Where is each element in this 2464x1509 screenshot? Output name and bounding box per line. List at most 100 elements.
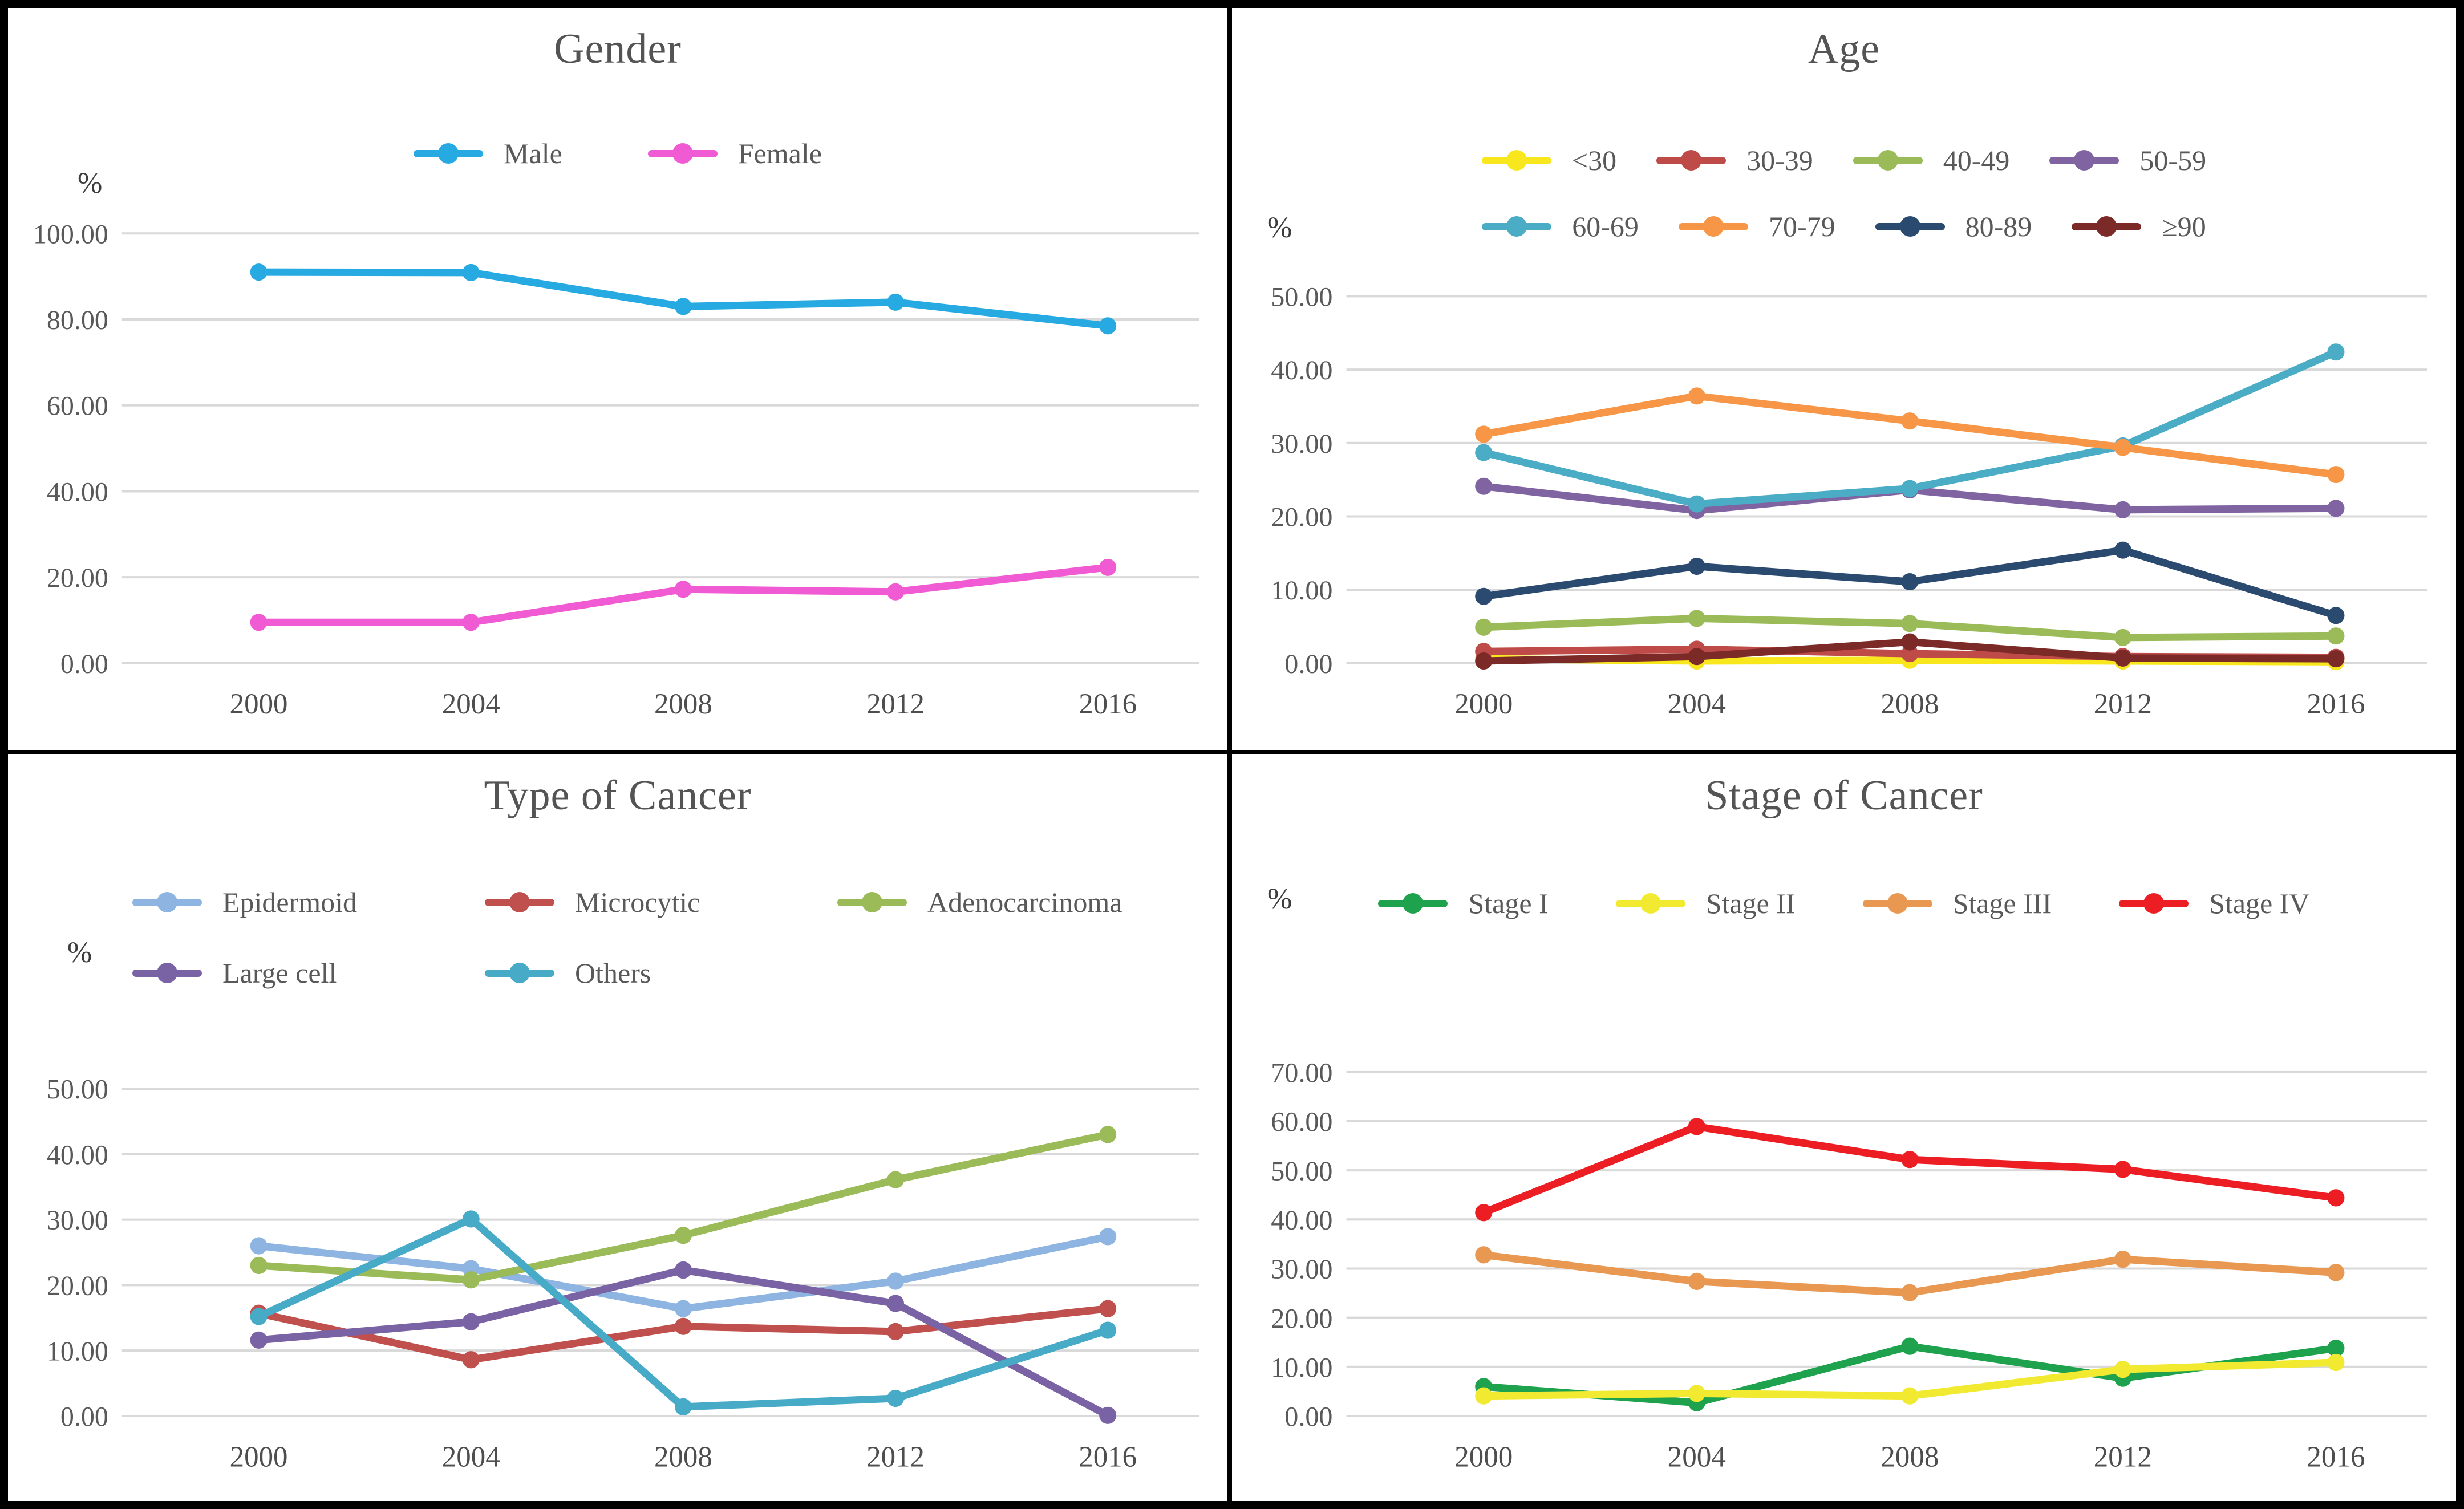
stage-of-cancer-plot-canvas: 0.00 10.00 20.00 30.00 40.00 50.00 60.00 70.00 2… <box>1271 1058 2427 1474</box>
legend-label: 70-79 <box>1768 210 1835 242</box>
data-point-marker <box>462 1313 480 1330</box>
stage-of-cancer-percent-axis-label: % <box>1267 883 1292 915</box>
data-point-marker <box>1901 1387 1919 1405</box>
legend-line-marker-icon <box>647 143 718 164</box>
x-axis-tick-label: 2016 <box>1079 688 1137 720</box>
y-axis-tick-label: 0.00 <box>1284 649 1332 679</box>
legend-item-50-59: 50-59 <box>2049 144 2206 177</box>
age-legend: <30 30-39 40-49 50-59 60-69 70-79 80-89 ≥90 <box>1232 144 2456 276</box>
data-point-marker <box>2327 1189 2345 1207</box>
y-axis-tick-label: 20.00 <box>47 563 108 593</box>
data-point-marker <box>887 1272 905 1290</box>
data-point-marker <box>2327 1264 2345 1281</box>
data-point-marker <box>1475 444 1493 461</box>
gender-chart-title: Gender <box>554 26 682 72</box>
y-axis-tick-label: 50.00 <box>47 1074 108 1105</box>
data-point-marker <box>1901 480 1919 497</box>
data-point-marker <box>2327 1353 2345 1372</box>
data-point-marker <box>250 1237 268 1255</box>
y-axis-tick-label: 30.00 <box>47 1206 108 1236</box>
y-axis-tick-label: 50.00 <box>1271 282 1332 312</box>
series-female <box>250 558 1117 631</box>
data-point-marker <box>1688 557 1705 575</box>
series-70-79 <box>1475 387 2345 484</box>
type-of-cancer-chart-title: Type of Cancer <box>484 772 752 819</box>
x-axis-tick-label: 2004 <box>1668 1441 1726 1473</box>
data-point-marker <box>674 1261 692 1279</box>
y-axis-tick-label: 10.00 <box>47 1336 108 1366</box>
legend-label: 60-69 <box>1572 210 1639 242</box>
legend-line-marker-icon <box>1656 149 1727 171</box>
data-point-marker <box>250 263 268 281</box>
y-axis-tick-label: 10.00 <box>1271 1353 1332 1383</box>
series-others <box>250 1210 1117 1416</box>
legend-label: 30-39 <box>1746 144 1813 176</box>
legend-item-large-cell: Large cell <box>132 956 485 989</box>
data-point-marker <box>1099 1406 1117 1424</box>
gender-plot-canvas: 0.00 20.00 40.00 60.00 80.00 100.00 2000 2004 20… <box>33 219 1199 720</box>
stage-of-cancer-chart-panel: Stage of Cancer % Stage I Stage II Stage I… <box>1232 754 2456 1501</box>
data-point-marker <box>1475 618 1493 636</box>
legend-item-microcytic: Microcytic <box>485 886 837 919</box>
legend-label: Stage I <box>1468 887 1549 919</box>
legend-label: Stage II <box>1705 887 1796 919</box>
type-of-cancer-percent-axis-label: % <box>67 936 92 969</box>
data-point-marker <box>462 263 480 281</box>
data-point-marker <box>1099 1126 1117 1143</box>
legend-line-marker-icon <box>1482 216 1552 237</box>
legend-line-marker-icon <box>1615 893 1685 914</box>
data-point-marker <box>1901 412 1919 430</box>
data-point-marker <box>1688 648 1705 666</box>
legend-item-adenocarcinoma: Adenocarcinoma <box>837 886 1190 919</box>
legend-label: <30 <box>1571 144 1617 176</box>
y-axis-tick-label: 30.00 <box>1271 1255 1332 1285</box>
age-plot-canvas: 0.00 10.00 20.00 30.00 40.00 50.00 2000 2004 200… <box>1271 282 2427 720</box>
series-male <box>250 263 1117 335</box>
type-of-cancer-chart-panel: Type of Cancer % Epidermoid Microcytic Ade… <box>8 754 1232 1501</box>
legend-line-marker-icon <box>1378 893 1448 914</box>
x-axis-tick-label: 2008 <box>1881 688 1939 720</box>
gender-legend: Male Female <box>8 137 1227 203</box>
legend-line-marker-icon <box>2119 893 2189 914</box>
legend-label: Female <box>737 137 822 169</box>
data-point-marker <box>887 1389 905 1407</box>
legend-line-marker-icon <box>485 962 554 983</box>
legend-line-marker-icon <box>1853 149 1923 171</box>
legend-item-stage-iii: Stage III <box>1862 887 2052 920</box>
data-point-marker <box>674 1398 692 1416</box>
data-point-marker <box>1475 477 1493 495</box>
data-point-marker <box>1099 558 1117 576</box>
legend-row: Stage I Stage II Stage III Stage IV <box>1232 887 2456 920</box>
legend-line-marker-icon <box>414 143 484 164</box>
legend-item-30-39: 30-39 <box>1656 144 1813 177</box>
data-point-marker <box>674 1317 692 1335</box>
x-axis-tick-label: 2004 <box>1668 688 1726 720</box>
data-point-marker <box>887 583 905 601</box>
age-chart-panel: Age % <30 30-39 40-49 50-59 60-69 70-79 80-89 ≥… <box>1232 8 2456 754</box>
x-axis-tick-label: 2008 <box>1881 1441 1939 1473</box>
data-point-marker <box>1475 652 1493 670</box>
x-axis-tick-label: 2016 <box>1079 1441 1137 1473</box>
y-axis-tick-label: 0.00 <box>60 649 108 679</box>
y-axis-tick-label: 100.00 <box>33 219 108 249</box>
y-axis-tick-label: 80.00 <box>47 305 108 335</box>
x-axis-tick-label: 2000 <box>230 1441 288 1473</box>
data-point-marker <box>1475 1204 1493 1222</box>
y-axis-tick-label: 40.00 <box>1271 355 1332 386</box>
data-point-marker <box>1901 1151 1919 1169</box>
legend-line-marker-icon <box>2072 216 2142 237</box>
data-point-marker <box>462 1271 480 1289</box>
x-axis-tick-label: 2016 <box>2307 688 2365 720</box>
series-large-cell <box>250 1261 1117 1424</box>
data-point-marker <box>1901 633 1919 651</box>
legend-label: 40-49 <box>1943 144 2010 176</box>
legend-label: Large cell <box>222 957 337 989</box>
legend-label: 80-89 <box>1965 210 2032 242</box>
data-point-marker <box>2327 607 2345 624</box>
legend-item-90: ≥90 <box>2072 210 2206 243</box>
data-point-marker <box>1475 1387 1493 1405</box>
legend-item-80-89: 80-89 <box>1875 210 2032 243</box>
data-point-marker <box>1688 387 1705 405</box>
data-point-marker <box>2114 628 2131 646</box>
data-point-marker <box>887 1295 905 1312</box>
